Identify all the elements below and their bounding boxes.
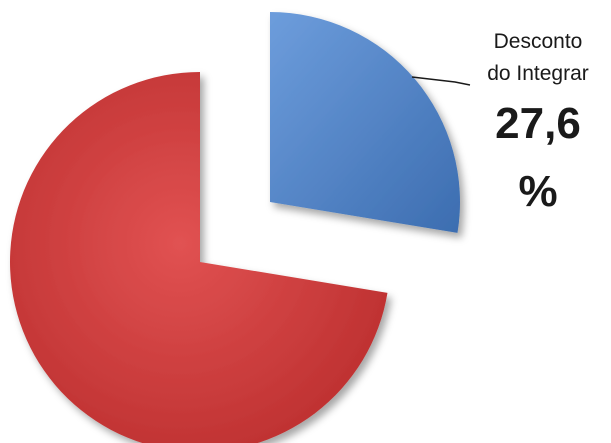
pie-slice-desconto [270, 12, 460, 233]
pie-slice-remaining [10, 72, 388, 443]
slice-label-line2: do Integrar [487, 62, 589, 85]
slice-label-line1: Desconto [493, 30, 583, 53]
leader-line [411, 76, 471, 86]
slice-value-label: 27,6 [495, 99, 581, 148]
slice-value-unit: % [518, 167, 558, 216]
